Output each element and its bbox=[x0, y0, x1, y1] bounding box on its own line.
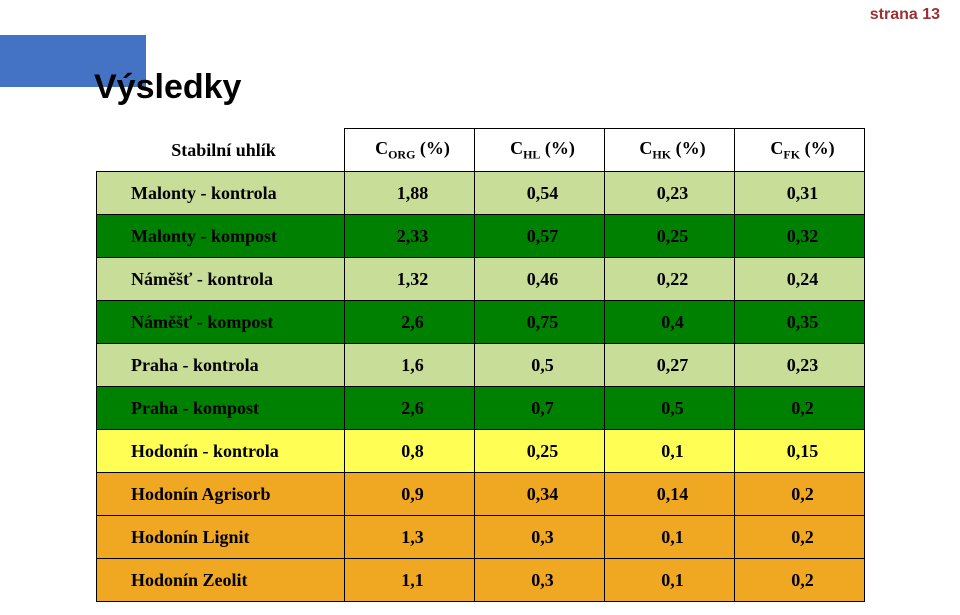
cell-value: 0,46 bbox=[475, 258, 605, 301]
row-label: Malonty - kontrola bbox=[97, 172, 345, 215]
cell-value: 0,8 bbox=[345, 430, 475, 473]
cell-value: 0,1 bbox=[605, 430, 735, 473]
cell-value: 1,3 bbox=[345, 516, 475, 559]
cell-value: 0,2 bbox=[735, 516, 865, 559]
cell-value: 0,57 bbox=[475, 215, 605, 258]
cell-value: 0,54 bbox=[475, 172, 605, 215]
cell-value: 0,34 bbox=[475, 473, 605, 516]
cell-value: 0,24 bbox=[735, 258, 865, 301]
cell-value: 0,14 bbox=[605, 473, 735, 516]
row-label: Hodonín - kontrola bbox=[97, 430, 345, 473]
header-label: Stabilní uhlík bbox=[97, 129, 345, 172]
cell-value: 0,2 bbox=[735, 473, 865, 516]
cell-value: 0,7 bbox=[475, 387, 605, 430]
page-title: Výsledky bbox=[94, 68, 241, 107]
row-label: Praha - kontrola bbox=[97, 344, 345, 387]
cell-value: 0,3 bbox=[475, 559, 605, 602]
cell-value: 0,9 bbox=[345, 473, 475, 516]
row-label: Praha - kompost bbox=[97, 387, 345, 430]
row-label: Hodonín Zeolit bbox=[97, 559, 345, 602]
cell-value: 0,27 bbox=[605, 344, 735, 387]
page-number: strana 13 bbox=[870, 6, 940, 24]
cell-value: 0,2 bbox=[735, 387, 865, 430]
cell-value: 0,15 bbox=[735, 430, 865, 473]
results-table: Stabilní uhlíkCORG (%)CHL (%)CHK (%)CFK … bbox=[96, 128, 864, 602]
cell-value: 0,25 bbox=[605, 215, 735, 258]
cell-value: 0,23 bbox=[605, 172, 735, 215]
cell-value: 0,1 bbox=[605, 516, 735, 559]
cell-value: 1,32 bbox=[345, 258, 475, 301]
cell-value: 2,33 bbox=[345, 215, 475, 258]
cell-value: 1,6 bbox=[345, 344, 475, 387]
cell-value: 2,6 bbox=[345, 301, 475, 344]
cell-value: 0,23 bbox=[735, 344, 865, 387]
cell-value: 0,32 bbox=[735, 215, 865, 258]
header-col: CHL (%) bbox=[475, 129, 605, 172]
row-label: Náměšť - kompost bbox=[97, 301, 345, 344]
row-label: Hodonín Lignit bbox=[97, 516, 345, 559]
cell-value: 0,31 bbox=[735, 172, 865, 215]
cell-value: 1,88 bbox=[345, 172, 475, 215]
cell-value: 0,3 bbox=[475, 516, 605, 559]
cell-value: 0,35 bbox=[735, 301, 865, 344]
row-label: Malonty - kompost bbox=[97, 215, 345, 258]
cell-value: 0,1 bbox=[605, 559, 735, 602]
header-col: CHK (%) bbox=[605, 129, 735, 172]
cell-value: 0,5 bbox=[475, 344, 605, 387]
cell-value: 0,75 bbox=[475, 301, 605, 344]
cell-value: 0,22 bbox=[605, 258, 735, 301]
header-col: CORG (%) bbox=[345, 129, 475, 172]
cell-value: 2,6 bbox=[345, 387, 475, 430]
cell-value: 0,4 bbox=[605, 301, 735, 344]
cell-value: 1,1 bbox=[345, 559, 475, 602]
cell-value: 0,5 bbox=[605, 387, 735, 430]
row-label: Hodonín Agrisorb bbox=[97, 473, 345, 516]
header-col: CFK (%) bbox=[735, 129, 865, 172]
cell-value: 0,2 bbox=[735, 559, 865, 602]
cell-value: 0,25 bbox=[475, 430, 605, 473]
row-label: Náměšť - kontrola bbox=[97, 258, 345, 301]
